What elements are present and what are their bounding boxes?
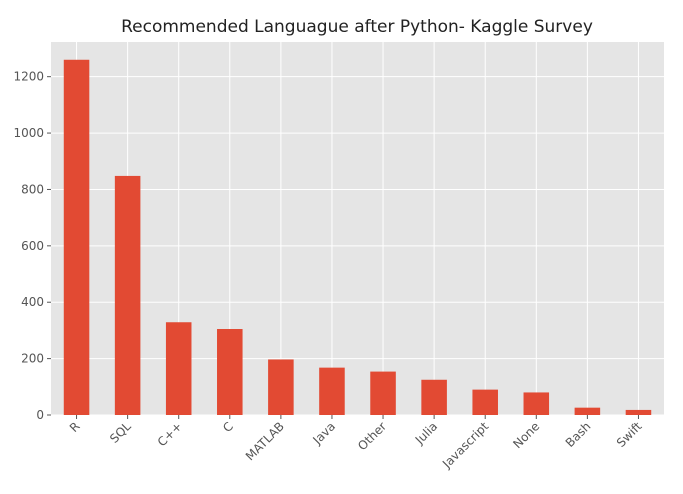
bar-none xyxy=(523,392,550,415)
x-tick-label: Javascript xyxy=(439,419,491,471)
x-tick-label: R xyxy=(67,419,83,435)
x-tick-label: Java xyxy=(310,419,339,448)
bars xyxy=(63,59,652,416)
bar-r xyxy=(63,59,90,416)
x-tick-label: Bash xyxy=(563,419,594,450)
y-tick-label: 600 xyxy=(21,239,44,253)
y-axis: 0 200 400 600 800 1000 1200 xyxy=(13,70,51,422)
y-tick-label: 400 xyxy=(21,295,44,309)
x-tick-label: Julia xyxy=(412,419,440,447)
bar-swift xyxy=(625,409,652,415)
x-tick-label: SQL xyxy=(107,419,134,446)
x-tick-label: Swift xyxy=(614,419,645,450)
x-tick-label: C xyxy=(220,419,236,435)
x-tick-label: MATLAB xyxy=(243,419,287,463)
x-tick-label: Other xyxy=(355,419,389,453)
plot-area xyxy=(51,42,664,415)
y-tick-label: 800 xyxy=(21,182,44,196)
bar-other xyxy=(370,371,396,415)
y-tick-label: 200 xyxy=(21,352,44,366)
x-axis: R SQL C++ C MATLAB Java Other Julia Javascript No… xyxy=(67,415,645,471)
x-tick-label: None xyxy=(510,419,542,451)
bar-matlab xyxy=(268,359,294,415)
bar-java xyxy=(319,367,345,415)
y-tick-label: 1000 xyxy=(13,126,44,140)
x-tick-label: C++ xyxy=(155,419,185,449)
y-tick-label: 0 xyxy=(36,408,44,422)
y-tick-label: 1200 xyxy=(13,70,44,84)
bar-bash xyxy=(574,407,601,415)
bar-julia xyxy=(421,379,447,415)
bar-c- xyxy=(165,322,192,415)
chart-title: Recommended Languague after Python- Kagg… xyxy=(121,17,593,37)
bar-sql xyxy=(114,175,141,415)
bar-javascript xyxy=(472,389,498,415)
bar-c xyxy=(217,329,243,415)
